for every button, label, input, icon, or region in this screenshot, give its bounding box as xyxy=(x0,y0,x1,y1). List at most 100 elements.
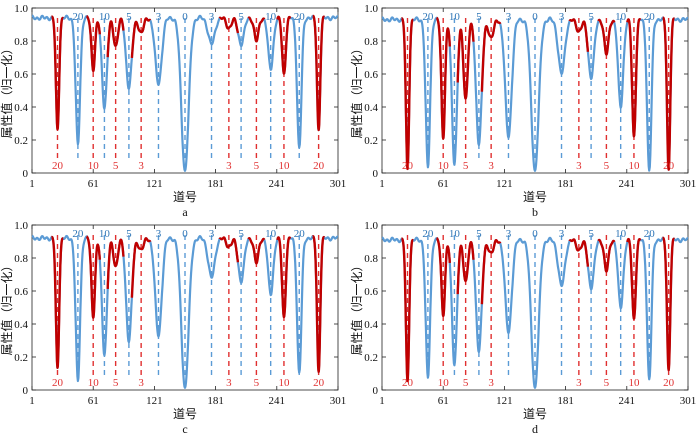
chart-svg-d: 0 0.2 0.4 0.6 0.8 1.0 1 61 121 181 241 301 20 20 10 10 5… xyxy=(349,220,697,435)
x-tick-label: 241 xyxy=(269,395,286,407)
dip-label-red: 20 xyxy=(663,377,675,389)
dip-label-red: 3 xyxy=(576,377,582,389)
dip-segment-red xyxy=(247,16,266,43)
x-tick-label: 61 xyxy=(438,178,449,190)
panel-label: b xyxy=(532,205,538,219)
x-axis-title: 道号 xyxy=(173,190,197,204)
dip-segment-red xyxy=(456,241,475,295)
chart-svg-b: 0 0.2 0.4 0.6 0.8 1.0 1 61 121 181 241 301 20 20 10 10 5… xyxy=(349,3,696,219)
dip-label-red: 20 xyxy=(313,160,325,172)
x-tick-label: 121 xyxy=(496,395,513,407)
x-tick-label: 1 xyxy=(29,178,35,190)
chart-svg-a: 0 0.2 0.4 0.6 0.8 1.0 1 61 121 181 241 301 20 20 10 10 5… xyxy=(0,3,346,219)
dip-segment-red xyxy=(568,18,590,52)
x-tick-label: 241 xyxy=(619,178,636,190)
chart-panel-d: 0 0.2 0.4 0.6 0.8 1.0 1 61 121 181 241 301 20 20 10 10 5… xyxy=(349,217,700,435)
x-tick-label: 61 xyxy=(438,395,449,407)
x-axis-title: 道号 xyxy=(173,407,197,421)
dip-label-red: 3 xyxy=(138,377,144,389)
y-tick-label: 0.4 xyxy=(364,102,378,114)
y-tick-label: 1.0 xyxy=(364,220,378,232)
dip-segment-red xyxy=(218,236,240,263)
dip-label-blue: 5 xyxy=(476,11,482,23)
dip-label-blue: 20 xyxy=(72,228,84,240)
dip-label-blue: 3 xyxy=(156,11,162,23)
dip-label-blue: 10 xyxy=(99,11,111,23)
dip-segment-red xyxy=(85,15,101,73)
y-tick-label: 0.8 xyxy=(364,253,378,265)
x-tick-label: 181 xyxy=(207,395,224,407)
y-tick-label: 0 xyxy=(373,168,379,180)
y-tick-label: 0.6 xyxy=(14,69,28,81)
dip-label-red: 20 xyxy=(663,160,675,172)
x-tick-label: 1 xyxy=(379,395,385,407)
dip-label-red: 5 xyxy=(604,377,610,389)
dip-label-red: 20 xyxy=(402,377,414,389)
dip-label-blue: 3 xyxy=(506,11,512,23)
y-axis-title: 属性值（归一化） xyxy=(0,259,14,355)
y-tick-label: 0.2 xyxy=(14,135,28,147)
y-tick-label: 0.8 xyxy=(364,36,378,48)
dip-segment-red xyxy=(597,238,616,273)
dip-segment-red xyxy=(480,19,502,92)
panel-label: c xyxy=(182,422,187,435)
x-tick-label: 181 xyxy=(557,178,574,190)
x-tick-label: 121 xyxy=(146,178,163,190)
x-axis-title: 道号 xyxy=(523,190,547,204)
plot-frame xyxy=(31,224,339,391)
chart-panel-a: 0 0.2 0.4 0.6 0.8 1.0 1 61 121 181 241 301 20 20 10 10 5… xyxy=(0,0,350,219)
y-tick-label: 0 xyxy=(23,168,29,180)
y-tick-label: 0 xyxy=(23,385,29,397)
x-tick-label: 301 xyxy=(680,395,697,407)
dip-segment-red xyxy=(311,235,326,373)
y-tick-label: 0.6 xyxy=(364,69,378,81)
x-tick-label: 121 xyxy=(496,178,513,190)
dip-label-blue: 5 xyxy=(588,228,594,240)
dip-label-red: 5 xyxy=(463,377,469,389)
dip-label-red: 20 xyxy=(52,160,64,172)
dip-label-blue: 10 xyxy=(265,11,277,23)
dip-label-blue: 3 xyxy=(209,11,215,23)
dip-segment-red xyxy=(435,16,451,140)
dip-label-red: 5 xyxy=(254,377,260,389)
chart-panel-b: 0 0.2 0.4 0.6 0.8 1.0 1 61 121 181 241 301 20 20 10 10 5… xyxy=(349,0,700,219)
y-tick-label: 0.2 xyxy=(364,352,378,364)
dip-label-blue: 20 xyxy=(294,228,306,240)
dip-segment-red xyxy=(247,237,266,265)
dip-segment-red xyxy=(106,238,125,289)
dip-segment-red xyxy=(311,14,326,132)
panel-label: d xyxy=(532,422,538,435)
y-tick-label: 1.0 xyxy=(364,3,378,15)
dip-label-blue: 10 xyxy=(615,228,627,240)
x-axis-title: 道号 xyxy=(523,407,547,421)
dip-label-blue: 20 xyxy=(644,11,656,23)
dip-label-blue: 20 xyxy=(422,11,434,23)
dip-segment-red xyxy=(130,237,152,298)
dip-label-blue: 10 xyxy=(449,228,461,240)
dip-label-blue: 10 xyxy=(99,228,111,240)
dip-label-blue: 0 xyxy=(532,11,538,23)
dip-label-red: 5 xyxy=(463,160,469,172)
dip-label-red: 20 xyxy=(313,377,325,389)
dip-label-red: 3 xyxy=(488,377,494,389)
dip-segment-red xyxy=(400,237,415,383)
dip-label-red: 20 xyxy=(52,377,64,389)
dip-segment-red xyxy=(85,235,101,319)
dip-segment-red xyxy=(480,239,502,305)
y-tick-label: 0 xyxy=(373,385,379,397)
y-tick-label: 0.2 xyxy=(14,352,28,364)
dip-label-blue: 3 xyxy=(506,228,512,240)
y-tick-label: 0.6 xyxy=(364,286,378,298)
dip-label-blue: 20 xyxy=(422,228,434,240)
dip-label-red: 10 xyxy=(628,377,640,389)
y-axis-title: 属性值（归一化） xyxy=(349,42,364,138)
chart-svg-c: 0 0.2 0.4 0.6 0.8 1.0 1 61 121 181 241 301 20 20 10 10 5… xyxy=(0,220,346,435)
dip-segment-red xyxy=(435,237,451,318)
x-tick-label: 121 xyxy=(146,395,163,407)
plot-frame xyxy=(381,224,689,391)
dip-label-blue: 20 xyxy=(294,11,306,23)
dip-segment-red xyxy=(276,236,292,319)
dip-label-red: 10 xyxy=(628,160,640,172)
y-tick-label: 0.8 xyxy=(14,36,28,48)
y-tick-label: 0.4 xyxy=(14,102,28,114)
